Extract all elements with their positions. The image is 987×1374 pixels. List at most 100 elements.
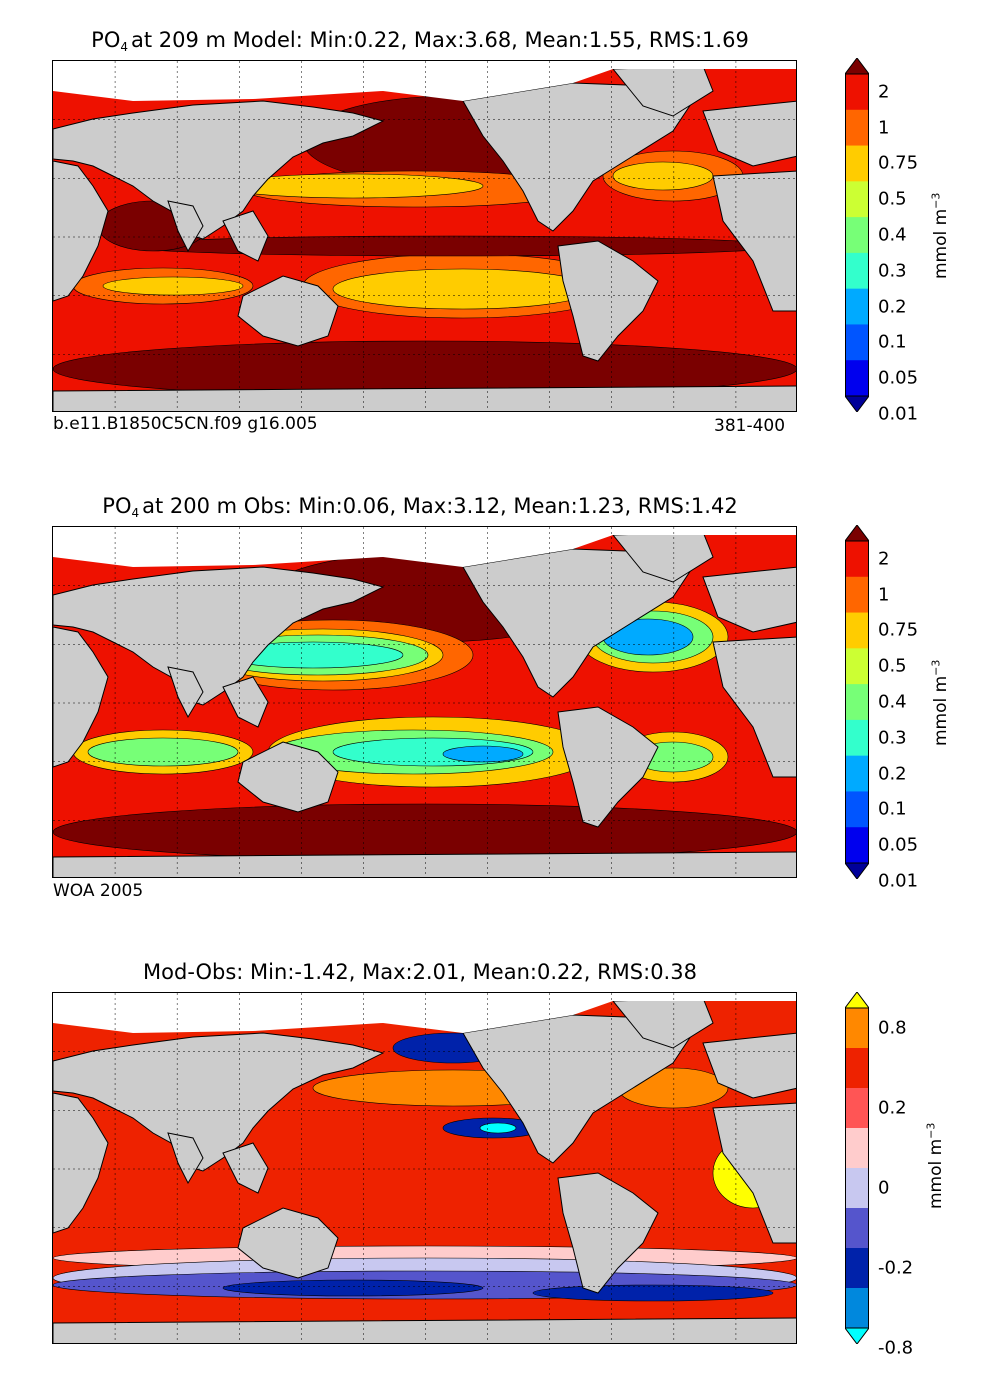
colorbar-tick-label: 0.4 — [878, 224, 907, 246]
panel2-map — [52, 526, 797, 878]
panel3-colorbar-unit: mmol m−3 — [924, 1122, 947, 1210]
colorbar-tick-label: 0.2 — [878, 763, 907, 785]
land-africa — [53, 626, 109, 768]
colorbar-band — [845, 612, 869, 649]
colorbar-tick-label: 0.75 — [878, 619, 919, 641]
colorbar-tick-label: 0.1 — [878, 798, 907, 820]
panel2-caption-left: WOA 2005 — [53, 881, 144, 901]
panel2-colorbar-unit: mmol m−3 — [929, 659, 952, 747]
colorbar-band — [845, 755, 869, 792]
colorbar-tick-label: 0.01 — [878, 403, 919, 425]
ocean-contour-region — [222, 1279, 484, 1297]
ocean-contour-region — [532, 1284, 774, 1302]
colorbar-tick-label: 0 — [878, 1177, 890, 1199]
colorbar-tick-label: -0.2 — [878, 1257, 914, 1279]
land-australia — [237, 1207, 339, 1279]
panel2-title-rest: at 200 m Obs: Min:0.06, Max:3.12, Mean:1… — [142, 494, 738, 518]
colorbar-frame — [845, 1007, 869, 1329]
colorbar-tick-label: 0.2 — [878, 1097, 907, 1119]
ocean-contour-region — [612, 161, 714, 191]
panel3-title-rest: Mod-Obs: Min:-1.42, Max:2.01, Mean:0.22,… — [143, 960, 697, 984]
missing-data-arctic — [53, 527, 796, 567]
colorbar-tick-label: 0.5 — [878, 655, 907, 677]
colorbar-extend-bottom — [845, 395, 869, 412]
land-eurasia — [53, 100, 385, 240]
panel3-colorbar — [845, 992, 869, 1344]
land-antarctica — [53, 1317, 796, 1343]
colorbar-band — [845, 1288, 869, 1329]
colorbar-band — [845, 719, 869, 757]
colorbar-band — [845, 827, 869, 864]
colorbar-band — [845, 648, 869, 685]
land-samerica — [557, 1172, 659, 1294]
colorbar-band — [845, 252, 869, 290]
land-eurasia — [53, 566, 385, 706]
colorbar-band — [845, 1208, 869, 1249]
colorbar-extend-top — [845, 58, 869, 75]
colorbar-tick-label: 0.2 — [878, 296, 907, 318]
land-africa — [53, 160, 109, 302]
colorbar-tick-label: -0.8 — [878, 1337, 914, 1359]
ocean-contour-region — [332, 268, 594, 310]
land-eurasia — [53, 1032, 385, 1172]
land-seasia — [222, 676, 269, 728]
colorbar-band — [845, 791, 869, 828]
colorbar-tick-label: 0.3 — [878, 260, 907, 282]
land-africaE — [712, 1102, 796, 1244]
colorbar-frame — [845, 73, 869, 397]
ocean-contour-region — [122, 235, 784, 257]
colorbar-band — [845, 217, 869, 254]
land-antarctica — [53, 385, 796, 411]
colorbar-extend-bottom — [845, 862, 869, 879]
land-seasia — [222, 1142, 269, 1194]
ocean-contour-region — [53, 803, 796, 861]
colorbar-tick-label: 0.4 — [878, 691, 907, 713]
colorbar-band — [845, 145, 869, 182]
land-samerica — [557, 706, 659, 828]
land-seasia — [222, 210, 269, 262]
colorbar-band — [845, 576, 869, 614]
colorbar-band — [845, 1128, 869, 1169]
land-antarctica — [53, 851, 796, 877]
colorbar-tick-label: 0.1 — [878, 331, 907, 353]
land-africaE — [712, 170, 796, 312]
colorbar-tick-label: 1 — [878, 117, 890, 139]
land-australia — [237, 741, 339, 813]
missing-data-arctic — [53, 61, 796, 101]
colorbar-band — [845, 1248, 869, 1289]
colorbar-extend-bottom — [845, 1327, 869, 1344]
colorbar-band — [845, 1008, 869, 1049]
panel1-title: PO4 at 209 m Model: Min:0.22, Max:3.68, M… — [0, 28, 840, 54]
colorbar-band — [845, 109, 869, 147]
colorbar-band — [845, 541, 869, 578]
land-europe — [702, 1032, 796, 1099]
colorbar-band — [845, 181, 869, 218]
panel1-title-sub: 4 — [120, 40, 129, 54]
colorbar-frame — [845, 540, 869, 864]
panel2-colorbar — [845, 525, 869, 879]
colorbar-band — [845, 1048, 869, 1089]
ocean-contour-region — [442, 745, 524, 763]
land-samerica — [557, 240, 659, 362]
panel1-caption-left: b.e11.B1850C5CN.f09 g16.005 — [53, 414, 318, 434]
land-africa — [53, 1092, 109, 1234]
land-africaE — [712, 636, 796, 778]
colorbar-extend-top — [845, 992, 869, 1009]
colorbar-band — [845, 288, 869, 325]
land-india — [167, 1132, 204, 1185]
land-india — [167, 200, 204, 253]
colorbar-band — [845, 74, 869, 111]
colorbar-tick-label: 2 — [878, 81, 890, 103]
missing-data-arctic — [53, 993, 796, 1033]
panel1-caption-right: 381-400 — [714, 416, 786, 436]
colorbar-band — [845, 324, 869, 361]
ocean-contour-region — [87, 737, 239, 767]
panel1-map — [52, 60, 797, 412]
panel1-title-prefix: PO — [91, 28, 121, 52]
colorbar-tick-label: 0.3 — [878, 727, 907, 749]
panel1-colorbar-unit: mmol m−3 — [929, 192, 952, 280]
colorbar-tick-label: 0.8 — [878, 1017, 907, 1039]
colorbar-band — [845, 360, 869, 397]
colorbar-tick-label: 0.05 — [878, 834, 919, 856]
colorbar-band — [845, 684, 869, 721]
